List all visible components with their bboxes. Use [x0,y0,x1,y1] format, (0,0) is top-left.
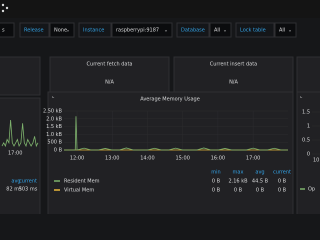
series-line [64,116,288,151]
variable-label: Instance [83,28,104,34]
series-line [1,119,39,148]
x-tick-label: 13:00 [105,156,119,162]
panel-corner: ⌞ [300,94,303,100]
y-tick-label: 1.5 kB [46,124,62,130]
dropdown-value: s [2,28,5,34]
right-chart: 1.5 1 0.5 010:00 Op [300,110,320,193]
legend-value: 0 B [212,188,221,194]
dropdown[interactable] [209,22,232,38]
y-tick-label: 1.0 kB [46,132,62,138]
dropdown[interactable] [274,22,297,38]
caret: ⌄ [66,28,70,34]
variable-label: Release [24,28,44,34]
caret: ⌄ [164,28,168,34]
legend-name[interactable]: Resident Mem [64,179,100,185]
panel-corner: ⌞ [52,94,55,100]
y-tick-label: 0 [307,152,310,158]
legend-header: current [19,179,37,185]
left-panel [0,97,41,214]
y-tick-label: 2.50 kB [43,109,63,115]
stat-title: Current insert data [210,62,257,68]
stat-panel [173,56,294,96]
y-tick-label: 500 B [47,140,62,146]
dropdown-value: None [54,28,67,34]
y-tick-label: 1.5 [302,110,310,116]
variable-label-box [176,22,210,38]
legend-value: 0 B [212,179,221,185]
legend-value: 0 B [234,188,243,194]
stat-row: Current fetch data N/A Current insert data… [49,56,294,96]
x-tick-label: 10:00 [313,158,320,164]
top-bar [0,0,320,18]
share-icon[interactable] [1,3,9,13]
variable-label: Lock table [240,28,266,34]
x-tick-label: 15:00 [175,156,189,162]
panel [296,56,320,96]
x-tick-label: 17:00 [246,156,260,162]
x-tick-label: 14:00 [140,156,154,162]
stat-title: Current fetch data [87,62,133,68]
caret: ⌄ [223,28,227,34]
stat-value: N/A [105,80,114,86]
panel [0,56,41,96]
variables-row: s Release None⌄ Instance raspberrypi:9187 ⌄ Da… [0,22,297,38]
memory-chart: 0 B 500 B 1.0 kB 1.5 kB 2.0 kB2.50 kB 12:00 13… [43,109,291,194]
dashboard: s Release None⌄ Instance raspberrypi:9187 ⌄ Da… [0,0,320,214]
x-tick-label: 16:00 [211,156,225,162]
caret: ⌄ [288,28,292,34]
legend-value: 2.16 kB [228,179,248,185]
x-tick-label: 12:00 [70,156,84,162]
stat-value: N/A [229,80,238,86]
legend-value: 82 ms [6,187,22,193]
legend-value: 503 ms [19,187,38,193]
dropdown[interactable] [0,22,15,38]
legend-header: current [273,170,291,176]
y-tick-label: 0.5 [302,138,310,144]
legend-name[interactable]: Virtual Mem [64,188,94,194]
y-tick-label: 0 B [54,148,63,154]
legend-header: avg [255,170,264,176]
variable-label: Database [181,28,205,34]
legend-name[interactable]: Op [308,187,315,193]
legend-value: 0 B [278,188,287,194]
dropdown-value: All [279,28,285,34]
page: s Release None ⌄ Instance raspberrypi:9187 ⌄ Da… [0,0,320,214]
dropdown-value: raspberrypi:9187 [116,28,159,34]
memory-panel [47,91,294,214]
legend-value: 44.5 B [252,179,269,185]
dropdown[interactable] [49,22,75,38]
legend-value: 0 B [256,188,265,194]
legend-header: min [211,170,220,176]
stat-panel [49,56,170,96]
legend-header: avg [11,179,20,185]
x-tick-label: 17:00 [8,151,22,157]
y-tick-label: 2.0 kB [46,116,62,122]
panel-title: Average Memory Usage [140,97,200,103]
right-panel [296,91,320,214]
dropdown-value: All [214,28,220,34]
legend-header: max [233,170,244,176]
variable-label-box [235,22,275,38]
left-chart: 17:00 avg 82 ms current 503 ms [1,119,39,193]
variable-label-box [19,22,50,38]
variable-label-box [78,22,112,38]
y-tick-label: 1 [307,124,310,130]
legend-value: 0 B [278,179,287,185]
dropdown[interactable] [111,22,173,38]
